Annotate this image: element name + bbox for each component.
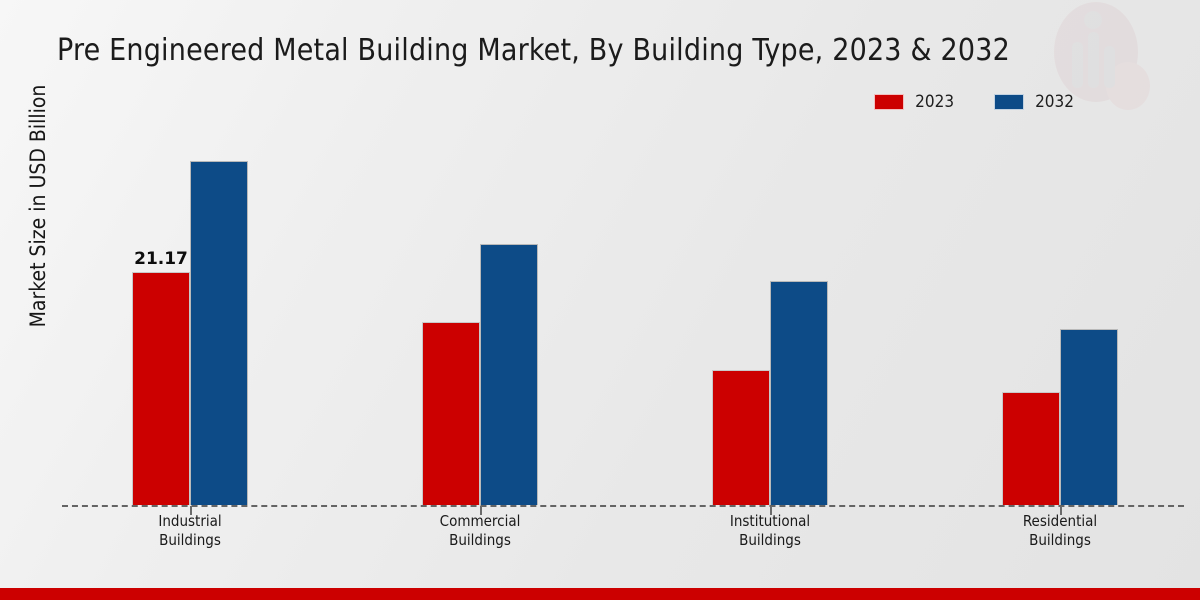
legend-item-2032[interactable]: 2032 xyxy=(994,92,1074,112)
x-axis-label-industrial-buildings: Industrial Buildings xyxy=(100,512,280,550)
chart-legend: 2023 2032 xyxy=(874,92,1074,112)
x-axis-tick xyxy=(770,506,772,515)
bar-2032-institutional-buildings[interactable] xyxy=(770,281,828,505)
bar-2032-residential-buildings[interactable] xyxy=(1060,329,1118,505)
x-axis-category-labels: Industrial Buildings Commercial Buildings In… xyxy=(62,512,1184,562)
bar-2023-industrial-buildings[interactable] xyxy=(132,271,190,505)
bar-2023-commercial-buildings[interactable] xyxy=(422,322,480,505)
x-axis-label-line: Industrial xyxy=(158,512,222,530)
plot-area: 21.17 xyxy=(62,130,1184,515)
page-title: Pre Engineered Metal Building Market, By… xyxy=(57,33,1010,68)
x-axis-label-line: Buildings xyxy=(739,531,801,549)
x-axis-label-line: Residential xyxy=(1022,512,1098,530)
x-axis-label-line: Buildings xyxy=(449,531,511,549)
footer-accent-bar xyxy=(0,588,1200,600)
x-axis-label-commercial-buildings: Commercial Buildings xyxy=(390,512,570,550)
bar-2023-residential-buildings[interactable] xyxy=(1002,391,1060,505)
legend-label-2032: 2032 xyxy=(1035,92,1074,112)
x-axis-label-institutional-buildings: Institutional Buildings xyxy=(680,512,860,550)
x-axis-tick xyxy=(190,506,192,515)
y-axis-label: Market Size in USD Billion xyxy=(26,84,50,328)
x-axis-baseline xyxy=(62,505,1184,507)
bar-2032-industrial-buildings[interactable] xyxy=(190,161,248,505)
x-axis-tick xyxy=(1060,506,1062,515)
legend-swatch-2023 xyxy=(874,94,905,110)
bars-layer: 21.17 xyxy=(62,130,1184,505)
x-axis-label-line: Institutional xyxy=(729,512,811,530)
x-axis-label-line: Commercial xyxy=(439,512,521,530)
x-axis-tick xyxy=(480,506,482,515)
legend-item-2023[interactable]: 2023 xyxy=(874,92,954,112)
legend-swatch-2032 xyxy=(994,94,1025,110)
x-axis-label-line: Buildings xyxy=(1029,531,1091,549)
x-axis-label-line: Buildings xyxy=(159,531,221,549)
bar-value-label: 21.17 xyxy=(134,248,188,269)
bar-2023-institutional-buildings[interactable] xyxy=(712,370,770,505)
bar-2032-commercial-buildings[interactable] xyxy=(480,243,538,505)
x-axis-label-residential-buildings: Residential Buildings xyxy=(970,512,1150,550)
legend-label-2023: 2023 xyxy=(915,92,955,112)
